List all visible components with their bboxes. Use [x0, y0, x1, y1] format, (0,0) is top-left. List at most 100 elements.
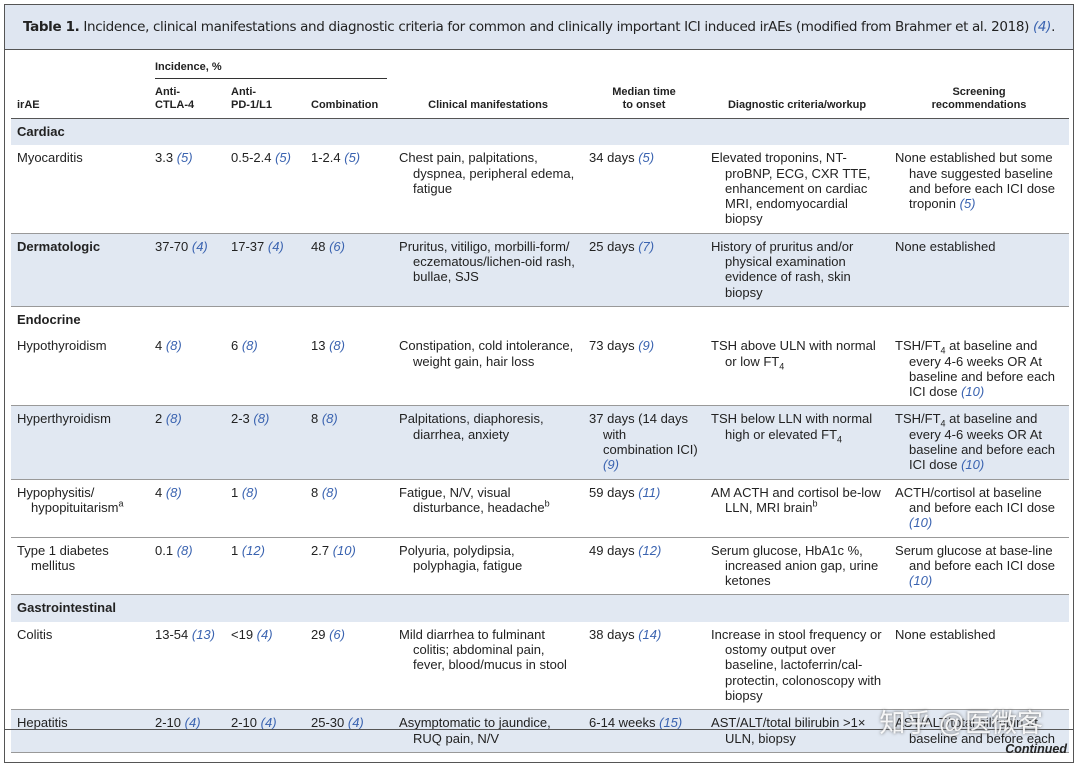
reference: (5)	[959, 196, 976, 212]
cell-text: None established	[895, 626, 996, 642]
reference: (4)	[184, 715, 201, 731]
table-cell: Chest pain, palpitations, dyspnea, perip…	[393, 145, 583, 233]
subscript: 4	[779, 361, 785, 372]
reference: (8)	[321, 411, 338, 427]
table-cell: Mild diarrhea to fulminant colitis; abdo…	[393, 622, 583, 710]
cell-text: 25-30	[311, 715, 348, 731]
table-cell: Increase in stool frequency or ostomy ou…	[705, 622, 889, 710]
reference: (8)	[329, 338, 345, 354]
cell-text: Polyuria, polydipsia, polyphagia, fatigu…	[399, 542, 523, 573]
table-cell: 6-14 weeks (15)	[583, 710, 705, 753]
reference: (12)	[638, 542, 662, 558]
reference: (4)	[256, 626, 273, 642]
cell-text: AST/ALT/total bilirubin at baseline and …	[895, 715, 1056, 746]
table-cell: TSH/FT4 at baseline and every 4-6 weeks …	[889, 406, 1069, 479]
table-cell: 0.1 (8)	[149, 537, 225, 595]
title-ref: (4)	[1033, 19, 1052, 35]
table-title: Table 1. Incidence, clinical manifestati…	[5, 5, 1073, 50]
cell-text: ACTH/cortisol at baseline and before eac…	[895, 484, 1056, 515]
cell-text: 8	[311, 411, 322, 427]
table-cell: History of pruritus and/or physical exam…	[705, 233, 889, 306]
table-cell: Hyperthyroidism	[11, 406, 149, 479]
cell-text: None established	[895, 238, 996, 254]
cell-text: 2-3	[231, 411, 254, 427]
reference: (14)	[638, 626, 662, 642]
cell-text: None established but some have suggested…	[895, 150, 1056, 212]
cell-text: Serum glucose at base-line and before ea…	[895, 542, 1056, 573]
table-cell: 37 days (14 days with combination ICI) (…	[583, 406, 705, 479]
reference: (10)	[961, 384, 985, 400]
cell-text: 48	[311, 238, 330, 254]
table-cell: 6 (8)	[225, 333, 305, 406]
cell-text: 38 days	[589, 626, 639, 642]
table-cell: 4 (8)	[149, 333, 225, 406]
column-header: Screening recommendations	[931, 86, 1027, 111]
table-cell: 2.7 (10)	[305, 537, 393, 595]
table-cell: Serum glucose, HbA1c %, increased anion …	[705, 537, 889, 595]
reference: (10)	[909, 515, 933, 531]
reference: (8)	[165, 411, 182, 427]
table-cell: Myocarditis	[11, 145, 149, 233]
reference: (13)	[191, 626, 215, 642]
table-row: Hepatitis 2-10 (4) 2-10 (4) 25-30 (4) Asympt…	[11, 709, 1070, 753]
column-header: Diagnostic criteria/workup	[727, 99, 867, 111]
cell-text: 2.7	[311, 542, 333, 558]
reference: (11)	[638, 484, 661, 500]
reference: (10)	[332, 542, 356, 558]
cell-text: Fatigue, N/V, visual disturbance, headac…	[399, 484, 545, 515]
section-row: Gastrointestinal	[11, 594, 1070, 622]
cell-text: 73 days	[589, 338, 639, 354]
table-cell: Asymptomatic to jaundice, RUQ pain, N/V	[393, 710, 583, 753]
table-cell: Elevated troponins, NT-proBNP, ECG, CXR …	[705, 145, 889, 233]
reference: (12)	[241, 542, 265, 558]
cell-text: 1	[231, 542, 242, 558]
reference: (4)	[347, 715, 364, 731]
superscript: b	[544, 498, 550, 509]
group-header: Incidence, %	[155, 61, 388, 79]
cell-text: Hypothyroidism	[17, 338, 107, 354]
reference: (6)	[329, 238, 345, 254]
table-cell: <19 (4)	[225, 622, 305, 710]
cell-text: TSH/FT	[895, 411, 941, 427]
superscript: b	[812, 498, 818, 509]
table-cell: Serum glucose at base-line and before ea…	[889, 537, 1069, 595]
table-cell: 48 (6)	[305, 233, 393, 306]
table-cell: TSH below LLN with normal high or elevat…	[705, 406, 889, 479]
cell-text: 49 days	[589, 542, 639, 558]
table-cell: 49 days (12)	[583, 537, 705, 595]
reference: (8)	[176, 542, 193, 558]
cell-text: 29	[311, 626, 330, 642]
column-header: Anti- CTLA-4	[155, 86, 195, 111]
reference: (8)	[253, 411, 270, 427]
cell-text: 4	[155, 484, 166, 500]
watermark: 知乎 @医微客	[879, 708, 1043, 738]
table-cell: ACTH/cortisol at baseline and before eac…	[889, 479, 1069, 537]
cell-text: History of pruritus and/or physical exam…	[711, 238, 854, 300]
table-cell: 3.3 (5)	[149, 145, 225, 233]
table-cell: None established	[889, 622, 1069, 710]
reference: (5)	[344, 150, 361, 166]
cell-text: 2-10	[231, 715, 261, 731]
table-row: Colitis 13-54 (13) <19 (4) 29 (6) Mild diarr…	[11, 622, 1070, 710]
cell-text: Type 1 diabetes mellitus	[17, 542, 109, 573]
cell-text: Chest pain, palpitations, dyspnea, perip…	[399, 150, 575, 196]
table-row: Type 1 diabetes mellitus 0.1 (8) 1 (12) 2.7…	[11, 537, 1070, 595]
cell-text: 4	[155, 338, 166, 354]
cell-text: 13-54	[155, 626, 192, 642]
cell-text: <19	[231, 626, 257, 642]
cell-text: Asymptomatic to jaundice, RUQ pain, N/V	[399, 715, 551, 746]
table-cell: 1 (12)	[225, 537, 305, 595]
cell-text: at baseline and every 4-6 weeks OR At ba…	[909, 411, 1056, 473]
cell-text: Elevated troponins, NT-proBNP, ECG, CXR …	[711, 150, 871, 227]
cell-text: 13	[311, 338, 330, 354]
table-cell: 8 (8)	[305, 479, 393, 537]
table-cell: 1-2.4 (5)	[305, 145, 393, 233]
reference: (6)	[329, 626, 345, 642]
table-cell: Polyuria, polydipsia, polyphagia, fatigu…	[393, 537, 583, 595]
cell-text: Hypophysitis/ hypopituitarism	[17, 484, 119, 515]
column-header: irAE	[17, 99, 40, 111]
table-cell: Colitis	[11, 622, 149, 710]
table-cell: AM ACTH and cortisol be-low LLN, MRI bra…	[705, 479, 889, 537]
reference: (8)	[165, 338, 182, 354]
title-end: .	[1051, 19, 1056, 35]
